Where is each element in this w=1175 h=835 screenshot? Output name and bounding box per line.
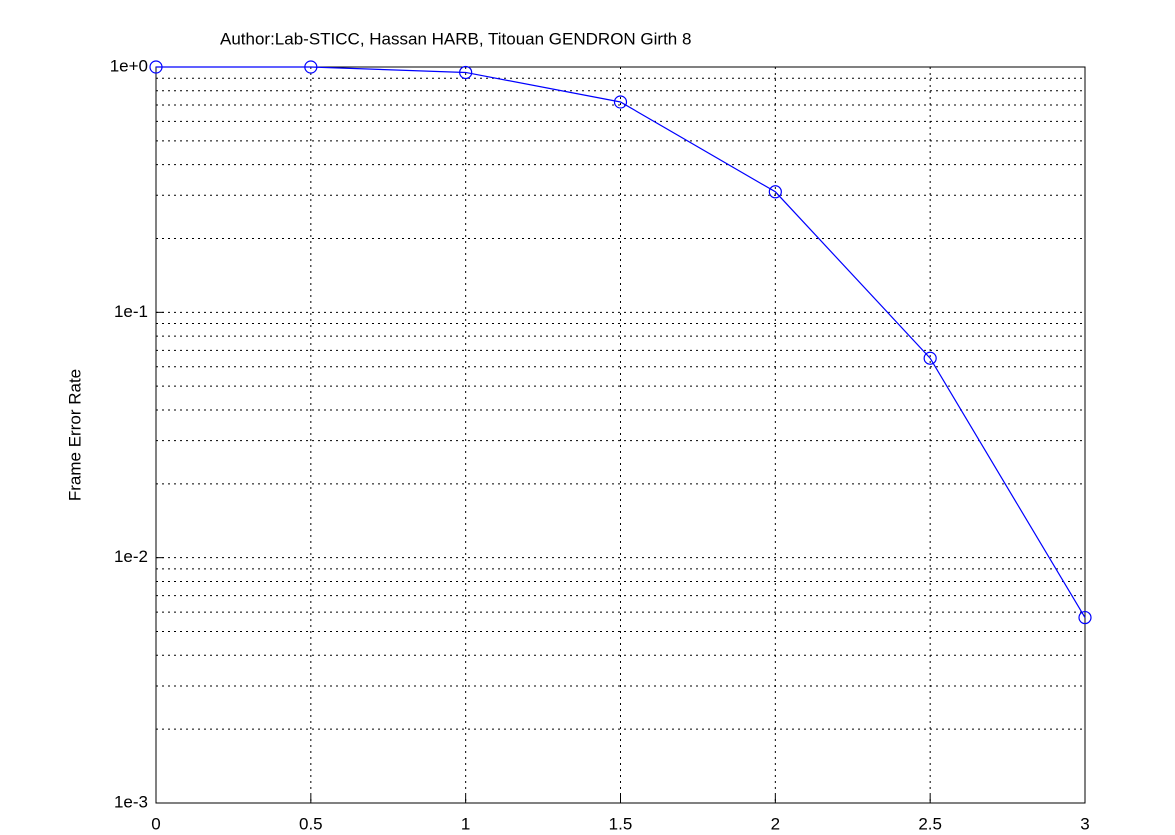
- series-line: [156, 66, 1086, 618]
- x-tick-label: 0: [151, 814, 160, 833]
- y-tick-label: 1e-1: [114, 302, 148, 321]
- x-tick-label: 3: [1080, 814, 1089, 833]
- point-marker: [459, 65, 473, 80]
- y-axis-label: Frame Error Rate: [65, 369, 84, 501]
- y-tick-label: 1e+0: [110, 56, 148, 75]
- x-tick-label: 2.5: [918, 814, 942, 833]
- x-tick-label: 0.5: [299, 814, 323, 833]
- x-tick-label: 2: [771, 814, 780, 833]
- x-tick-label: 1.5: [609, 814, 633, 833]
- point-marker: [149, 60, 163, 74]
- y-tick-label: 1e-2: [114, 547, 148, 566]
- plot-frame: [155, 66, 1086, 804]
- point-marker: [613, 95, 628, 109]
- point-marker: [768, 185, 782, 199]
- x-tick-label: 1: [461, 814, 470, 833]
- y-tick-label: 1e-3: [114, 792, 148, 811]
- point-marker: [304, 60, 318, 74]
- chart-title: Author:Lab-STICC, Hassan HARB, Titouan G…: [220, 29, 691, 48]
- point-marker: [1078, 610, 1092, 625]
- point-marker: [923, 351, 937, 365]
